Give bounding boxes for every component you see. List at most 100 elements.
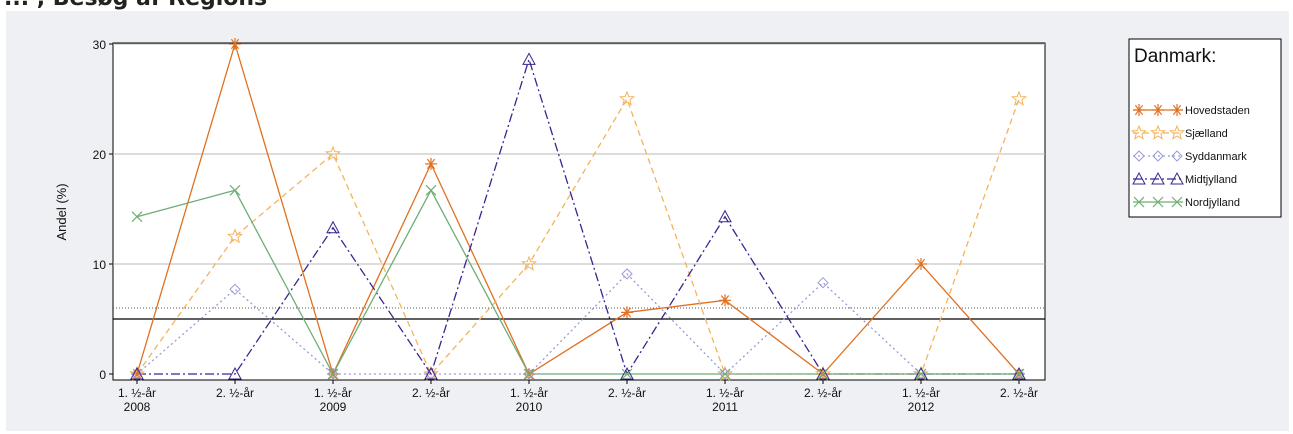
x-tick-label: 1. ½-år (314, 386, 352, 400)
data-point-syddanmark (621, 268, 633, 280)
legend-label-syddanmark: Syddanmark (1185, 151, 1247, 163)
data-point-midtjylland (130, 366, 144, 380)
legend: Hovedstaden Sjælland Syddanmark Midtjylland… (1130, 104, 1250, 209)
data-point-nordjylland (523, 368, 535, 380)
x-tick-label: 2. ½-år (608, 386, 646, 400)
data-point-sjaelland (226, 228, 244, 244)
legend-marker-midtjylland (1170, 171, 1184, 185)
y-tick-label: 20 (93, 148, 107, 162)
x-tick-label: 2. ½-år (1000, 386, 1038, 400)
marker-stroke (817, 368, 829, 380)
data-point-sjaelland (716, 365, 734, 381)
x-tick-year-label: 2009 (320, 400, 347, 414)
data-point-nordjylland (1013, 368, 1025, 380)
marker-stroke (1171, 196, 1183, 208)
marker-stroke (1133, 196, 1145, 208)
legend-marker-nordjylland (1133, 196, 1145, 208)
series-line-syddanmark (136, 272, 1019, 375)
data-point-midtjylland (914, 366, 928, 380)
x-tick-label: 2. ½-år (412, 386, 450, 400)
legend-box (1128, 38, 1282, 218)
y-tick-label: 10 (93, 258, 107, 272)
marker-stroke (621, 368, 633, 380)
data-point-nordjylland (327, 368, 339, 380)
data-point-nordjylland (621, 368, 633, 380)
marker-stroke (719, 368, 731, 380)
x-tick-year-label: 2008 (124, 400, 151, 414)
legend-marker-midtjylland (1151, 171, 1165, 185)
x-tick-label: 2. ½-år (216, 386, 254, 400)
x-tick-label: 1. ½-år (902, 386, 940, 400)
legend-label-sjaelland: Sjælland (1185, 128, 1228, 140)
data-point-sjaelland (618, 90, 636, 106)
x-tick-label: 1. ½-år (118, 386, 156, 400)
data-point-hovedstaden (621, 306, 633, 319)
data-point-nordjylland (719, 368, 731, 380)
y-axis-label: Andel (%) (54, 183, 69, 240)
x-tick-label: 1. ½-år (706, 386, 744, 400)
data-point-nordjylland (131, 211, 143, 223)
data-point-sjaelland (324, 145, 342, 161)
data-point-syddanmark (523, 368, 535, 380)
x-tick-label: 1. ½-år (510, 386, 548, 400)
legend-marker-syddanmark (1171, 150, 1183, 162)
marker-stroke (1152, 196, 1164, 208)
data-point-midtjylland (424, 366, 438, 380)
y-tick-label: 30 (93, 38, 107, 52)
data-point-hovedstaden (915, 258, 927, 270)
legend-marker-syddanmark (1152, 150, 1164, 162)
data-point-sjaelland (128, 365, 146, 381)
legend-label-hovedstaden: Hovedstaden (1185, 105, 1250, 117)
x-tick-label: 2. ½-år (804, 386, 842, 400)
series-markers (128, 38, 1028, 381)
legend-label-nordjylland: Nordjylland (1185, 197, 1240, 209)
data-point-nordjylland (425, 184, 437, 196)
data-point-midtjylland (1012, 366, 1026, 380)
y-tick-label: 0 (99, 368, 106, 382)
data-point-midtjylland (816, 366, 830, 380)
marker-stroke (327, 368, 339, 380)
data-point-nordjylland (817, 368, 829, 380)
data-point-syddanmark (229, 283, 241, 296)
legend-marker-nordjylland (1171, 196, 1183, 208)
marker-stroke (1013, 368, 1025, 380)
y-axis-ticks: 0 10 20 30 (93, 38, 113, 382)
data-point-hovedstaden (229, 38, 241, 50)
x-tick-year-label: 2010 (516, 400, 543, 414)
legend-marker-midtjylland (1132, 171, 1146, 185)
legend-marker-sjaelland (1168, 124, 1186, 140)
data-point-sjaelland (520, 255, 538, 271)
series-lines (136, 41, 1020, 376)
x-tick-year-label: 2012 (908, 400, 935, 414)
legend-marker-sjaelland (1130, 124, 1148, 140)
data-point-hovedstaden (719, 294, 731, 307)
data-point-hovedstaden (425, 157, 437, 170)
data-point-syddanmark (719, 368, 731, 380)
marker-stroke (523, 368, 535, 380)
legend-marker-hovedstaden (1171, 104, 1183, 116)
data-point-syddanmark (817, 276, 829, 289)
data-point-nordjylland (229, 184, 241, 196)
legend-marker-syddanmark (1133, 150, 1145, 162)
data-point-syddanmark (327, 368, 339, 380)
marker-stroke (425, 184, 437, 196)
data-point-midtjylland (228, 366, 242, 380)
marker-stroke (229, 184, 241, 196)
data-point-midtjylland (620, 366, 634, 380)
legend-marker-nordjylland (1152, 196, 1164, 208)
legend-label-midtjylland: Midtjylland (1185, 174, 1237, 186)
data-point-sjaelland (814, 365, 832, 381)
x-tick-year-label: 2011 (712, 400, 738, 414)
plot-area (112, 42, 1046, 381)
marker-stroke (131, 211, 143, 223)
data-point-sjaelland (912, 365, 930, 381)
data-point-midtjylland (718, 209, 732, 223)
legend-marker-sjaelland (1149, 124, 1167, 140)
data-point-sjaelland (422, 365, 440, 381)
legend-title: Danmark: (1134, 46, 1216, 67)
data-point-sjaelland (1010, 90, 1028, 106)
data-point-midtjylland (522, 52, 536, 65)
series-line-hovedstaden (136, 41, 1020, 376)
